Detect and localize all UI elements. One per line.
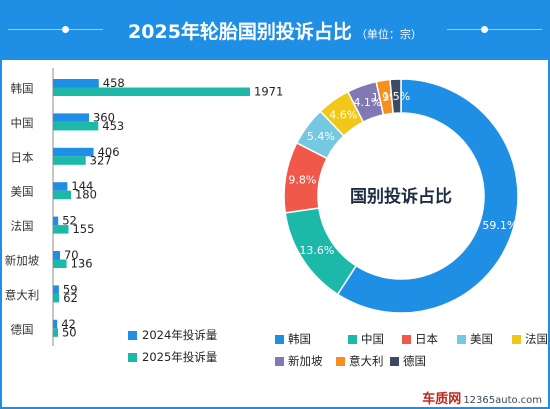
watermark-url: 12365auto.com <box>463 395 542 406</box>
bar-value-0-5: 70 <box>64 248 79 262</box>
slice-label-2: 9.8% <box>288 174 316 187</box>
watermark-brand: 车质网 <box>422 392 462 407</box>
bar-1-4 <box>53 225 69 234</box>
category-label-0: 韩国 <box>11 82 34 96</box>
bar-value-1-5: 136 <box>71 257 93 271</box>
bar-1-7 <box>53 328 58 337</box>
bar-1-6 <box>53 293 60 303</box>
category-label-6: 意大利 <box>5 288 40 302</box>
bar-value-0-7: 42 <box>61 317 76 331</box>
donut-center-label: 国别投诉占比 <box>350 186 452 207</box>
legend-swatch-1 <box>128 353 137 362</box>
pie-legend-label-4: 法国 <box>525 332 548 346</box>
bar-value-1-7: 50 <box>62 325 77 339</box>
slice-7 <box>389 78 402 115</box>
pie-legend-label-1: 中国 <box>361 332 384 346</box>
legend-swatch-0 <box>128 331 137 340</box>
pie-legend-swatch-0 <box>275 335 284 344</box>
header-dot-left <box>62 26 69 33</box>
bar-0-2 <box>53 147 94 157</box>
bar-value-1-2: 327 <box>90 153 112 167</box>
pie-legend-swatch-6 <box>336 357 345 366</box>
bar-0-4 <box>53 216 59 226</box>
legend-label-1: 2025年投诉量 <box>142 350 217 364</box>
header-line-left <box>8 29 103 30</box>
pie-legend-label-6: 意大利 <box>349 354 384 368</box>
legend-label-0: 2024年投诉量 <box>142 328 217 342</box>
bar-value-1-1: 453 <box>102 119 124 133</box>
pie-legend-label-0: 韩国 <box>288 332 311 346</box>
header-dot-right <box>481 26 488 33</box>
bar-value-1-4: 155 <box>72 222 94 236</box>
bar-value-0-3: 144 <box>71 179 93 193</box>
pie-legend-label-2: 日本 <box>415 332 438 346</box>
bar-0-7 <box>53 319 58 329</box>
header-line-right <box>447 29 542 30</box>
pie-legend-swatch-4 <box>512 335 521 344</box>
bar-0-6 <box>53 285 59 294</box>
bar-value-0-0: 458 <box>103 76 125 90</box>
pie-legend-swatch-1 <box>348 335 357 344</box>
slice-label-4: 4.6% <box>329 108 357 121</box>
pie-legend-label-7: 德国 <box>403 354 426 368</box>
bar-0-1 <box>53 113 89 122</box>
pie-legend-swatch-2 <box>402 335 411 344</box>
category-label-1: 中国 <box>11 116 34 130</box>
chart-unit: （单位：宗） <box>355 28 422 41</box>
bar-1-2 <box>53 156 86 165</box>
bar-value-1-3: 180 <box>75 188 97 202</box>
bar-0-0 <box>53 79 99 88</box>
bar-value-0-4: 52 <box>62 214 77 228</box>
slice-label-7: 1.5% <box>382 90 410 103</box>
bar-value-1-0: 1971 <box>254 85 283 99</box>
bar-1-5 <box>53 259 67 268</box>
category-label-5: 新加坡 <box>5 254 40 268</box>
bar-value-1-6: 62 <box>63 291 78 305</box>
category-label-7: 德国 <box>11 322 34 336</box>
bar-value-0-2: 406 <box>98 145 120 159</box>
slice-label-5: 4.1% <box>353 96 381 109</box>
pie-legend-swatch-3 <box>457 335 466 344</box>
header-bar: 2025年轮胎国别投诉占比 （单位：宗） <box>0 0 550 60</box>
bar-1-3 <box>53 190 71 200</box>
slice-0 <box>336 78 519 314</box>
bar-value-0-6: 59 <box>63 282 78 296</box>
pie-legend-label-3: 美国 <box>470 332 493 346</box>
bar-value-0-1: 360 <box>93 110 115 124</box>
chart-title-text: 2025年轮胎国别投诉占比 <box>128 21 352 43</box>
bar-0-3 <box>53 182 68 191</box>
category-label-4: 法国 <box>11 219 34 233</box>
bar-1-0 <box>53 87 250 96</box>
category-label-2: 日本 <box>11 150 34 164</box>
pie-legend-swatch-5 <box>275 357 284 366</box>
watermark: 车质网 12365auto.com <box>422 388 542 407</box>
bar-1-1 <box>53 121 99 131</box>
pie-legend-swatch-7 <box>390 357 399 366</box>
slice-label-0: 59.1% <box>482 219 517 232</box>
slice-label-3: 5.4% <box>307 130 335 143</box>
pie-legend-label-5: 新加坡 <box>288 354 323 368</box>
slice-label-1: 13.6% <box>299 244 334 257</box>
chart-title: 2025年轮胎国别投诉占比 （单位：宗） <box>0 17 550 44</box>
category-label-3: 美国 <box>11 185 34 199</box>
bar-0-5 <box>53 251 60 260</box>
